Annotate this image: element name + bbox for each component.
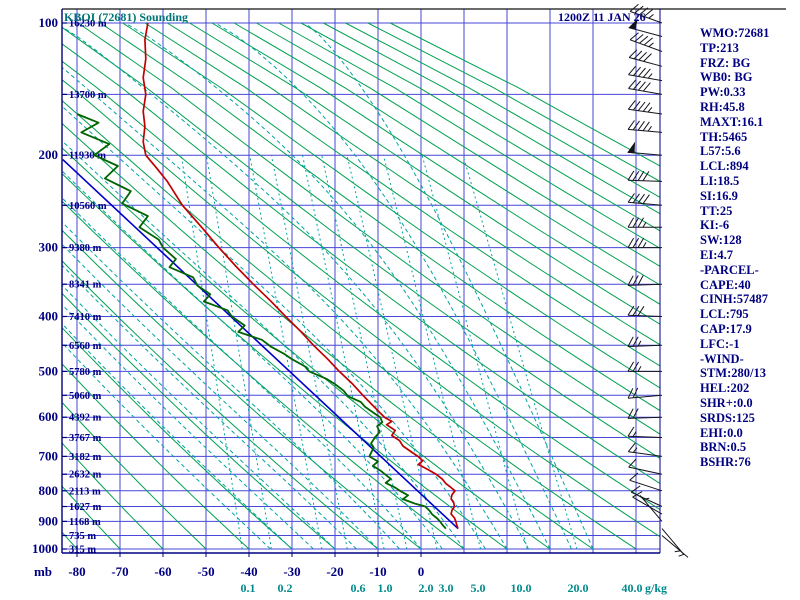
index-line: KI:-6 bbox=[700, 218, 730, 233]
index-line: WB0: BG bbox=[700, 70, 753, 85]
chart-title: KBOI (72681) Sounding bbox=[64, 10, 189, 24]
dry-adiabats bbox=[62, 22, 660, 550]
index-line: SHR+:0.0 bbox=[700, 395, 753, 410]
chart-frame bbox=[61, 8, 786, 554]
index-line: RH:45.8 bbox=[700, 99, 745, 114]
svg-text:315 m: 315 m bbox=[69, 545, 96, 556]
index-line: HEL:202 bbox=[700, 381, 750, 396]
pressure-axis-labels: 100 200 300 400 500 600 700 800 900 1000 mb bbox=[32, 15, 58, 579]
isobar-grid bbox=[62, 22, 660, 550]
svg-text:-80: -80 bbox=[68, 564, 85, 579]
index-line: PW:0.33 bbox=[700, 85, 746, 100]
svg-text:-10: -10 bbox=[369, 564, 386, 579]
svg-text:600: 600 bbox=[39, 409, 59, 424]
svg-text:5.0: 5.0 bbox=[471, 581, 486, 595]
svg-text:400: 400 bbox=[39, 309, 59, 324]
svg-text:10560 m: 10560 m bbox=[69, 201, 107, 212]
index-line: SW:128 bbox=[700, 233, 742, 248]
svg-text:1.0: 1.0 bbox=[378, 581, 393, 595]
svg-text:2632 m: 2632 m bbox=[69, 470, 102, 481]
height-labels: 16230 m 13700 m 11930 m 10560 m 9380 m 8341 m… bbox=[62, 19, 107, 556]
svg-text:-40: -40 bbox=[240, 564, 257, 579]
parcel-trace bbox=[62, 159, 459, 530]
index-line: CINH:57487 bbox=[700, 292, 769, 307]
indices-panel: WMO:72681 TP:213 FRZ: BG WB0: BG PW:0.33 RH:4… bbox=[700, 26, 800, 470]
index-line: WMO:72681 bbox=[700, 26, 770, 40]
isotherm-grid bbox=[76, 9, 637, 553]
svg-text:9380 m: 9380 m bbox=[69, 243, 102, 254]
svg-text:100: 100 bbox=[39, 15, 59, 30]
temperature-trace bbox=[142, 22, 459, 529]
index-line: BSHR:76 bbox=[700, 455, 751, 470]
svg-text:7410 m: 7410 m bbox=[69, 312, 102, 323]
index-line: TT:25 bbox=[700, 203, 733, 218]
index-line: EHI:0.0 bbox=[700, 425, 743, 440]
svg-text:4392 m: 4392 m bbox=[69, 413, 102, 424]
dewpoint-trace bbox=[76, 113, 447, 530]
moist-adiabats bbox=[62, 22, 594, 550]
svg-text:8341 m: 8341 m bbox=[69, 280, 102, 291]
svg-text:0: 0 bbox=[418, 564, 425, 579]
index-line: MAXT:16.1 bbox=[700, 114, 764, 129]
svg-text:6560 m: 6560 m bbox=[69, 341, 102, 352]
svg-text:13700 m: 13700 m bbox=[69, 90, 107, 101]
index-line: TH:5465 bbox=[700, 129, 748, 144]
index-line: TP:213 bbox=[700, 40, 739, 55]
index-line: LCL:894 bbox=[700, 159, 749, 174]
temperature-axis-labels: -80 -70 -60 -50 -40 -30 -20 -10 0 bbox=[68, 553, 424, 579]
index-line: SRDS:125 bbox=[700, 410, 755, 425]
svg-text:3767 m: 3767 m bbox=[69, 433, 102, 444]
index-line: STM:280/13 bbox=[700, 366, 766, 381]
svg-text:0.1: 0.1 bbox=[241, 581, 256, 595]
index-line: EI:4.7 bbox=[700, 247, 733, 262]
svg-text:40.0: 40.0 bbox=[622, 581, 643, 595]
svg-text:700: 700 bbox=[39, 448, 59, 463]
index-line: L57:5.6 bbox=[700, 144, 741, 159]
svg-text:-50: -50 bbox=[197, 564, 214, 579]
svg-text:5060 m: 5060 m bbox=[69, 391, 102, 402]
index-line: CAPE:40 bbox=[700, 277, 751, 292]
index-line: SI:16.9 bbox=[700, 188, 738, 203]
svg-text:g/kg: g/kg bbox=[645, 581, 667, 595]
chart-datetime: 1200Z 11 JAN 26 bbox=[558, 10, 646, 24]
index-line: FRZ: BG bbox=[700, 55, 751, 70]
svg-text:500: 500 bbox=[39, 363, 59, 378]
svg-text:1000: 1000 bbox=[32, 541, 58, 556]
svg-text:-20: -20 bbox=[326, 564, 343, 579]
svg-text:1168 m: 1168 m bbox=[69, 517, 101, 528]
index-line: LFC:-1 bbox=[700, 336, 740, 351]
svg-text:5780 m: 5780 m bbox=[69, 367, 102, 378]
index-line: LI:18.5 bbox=[700, 173, 740, 188]
index-line: -PARCEL- bbox=[700, 262, 759, 277]
index-line: -WIND- bbox=[700, 351, 744, 366]
mb-axis-label: mb bbox=[34, 564, 52, 579]
svg-text:800: 800 bbox=[39, 483, 59, 498]
svg-text:16230 m: 16230 m bbox=[69, 19, 107, 30]
svg-text:900: 900 bbox=[39, 513, 59, 528]
svg-text:3.0: 3.0 bbox=[439, 581, 454, 595]
svg-text:300: 300 bbox=[39, 240, 59, 255]
svg-text:1627 m: 1627 m bbox=[69, 502, 102, 513]
svg-text:-60: -60 bbox=[154, 564, 171, 579]
svg-text:-70: -70 bbox=[111, 564, 128, 579]
svg-text:2.0: 2.0 bbox=[419, 581, 434, 595]
svg-text:11930 m: 11930 m bbox=[69, 151, 106, 162]
svg-text:735 m: 735 m bbox=[69, 531, 96, 542]
index-line: CAP:17.9 bbox=[700, 321, 752, 336]
svg-text:20.0: 20.0 bbox=[568, 581, 589, 595]
svg-text:10.0: 10.0 bbox=[511, 581, 532, 595]
svg-text:2113 m: 2113 m bbox=[69, 486, 101, 497]
svg-text:3182 m: 3182 m bbox=[69, 452, 102, 463]
svg-text:200: 200 bbox=[39, 147, 59, 162]
mixing-ratio-lines bbox=[180, 155, 578, 550]
svg-text:0.6: 0.6 bbox=[351, 581, 366, 595]
svg-text:0.2: 0.2 bbox=[278, 581, 293, 595]
index-line: LCL:795 bbox=[700, 307, 749, 322]
index-line: BRN:0.5 bbox=[700, 440, 747, 455]
svg-text:-30: -30 bbox=[283, 564, 300, 579]
wind-barbs bbox=[627, 3, 689, 558]
mixing-ratio-labels: 0.1 0.2 0.6 1.0 2.0 3.0 5.0 10.0 20.0 40.0 g/kg bbox=[241, 581, 668, 595]
